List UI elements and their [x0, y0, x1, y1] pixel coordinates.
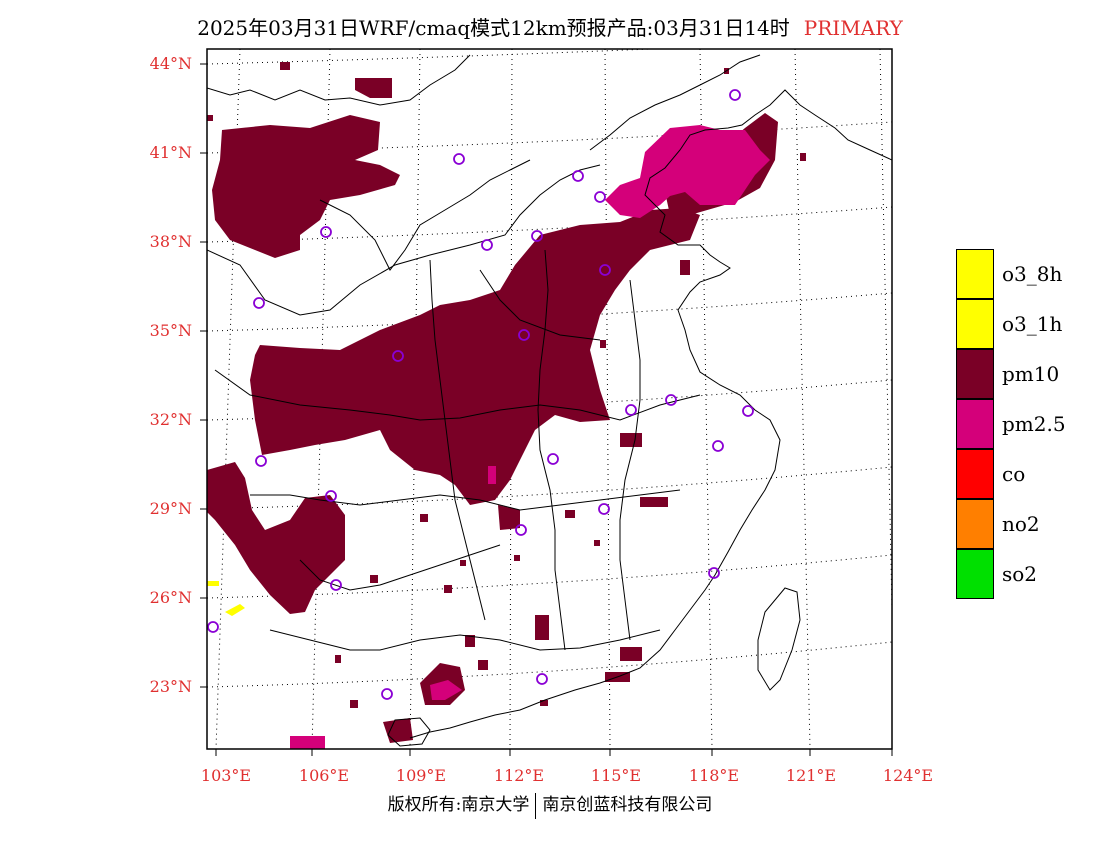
copyright-right: 南京创蓝科技有限公司: [542, 795, 713, 815]
copyright-separator: [535, 792, 537, 819]
lon-label-109: 109°E: [395, 766, 447, 785]
legend-label-pm25: pm2.5: [1002, 412, 1066, 436]
boundaries: [207, 54, 892, 747]
legend-swatch-pm10: [956, 349, 994, 399]
inner-boundary-5: [429, 259, 486, 621]
legend-swatch-no2: [956, 499, 994, 549]
legend-swatch-o3-8h: [956, 249, 994, 299]
pm10-south-coast: [383, 718, 413, 743]
lon-label-124: 124°E: [882, 766, 934, 785]
pm10-hunan: [498, 505, 520, 530]
lon-ticks: [215, 749, 893, 756]
lat-label-44: 44°N: [149, 54, 192, 73]
lat-label-23: 23°N: [149, 677, 192, 696]
inner-boundary-11: [479, 269, 601, 341]
map-frame: [206, 48, 893, 750]
legend-swatch-so2: [956, 549, 994, 599]
legend-swatch-pm25: [956, 399, 994, 449]
legend-label-co: co: [1002, 462, 1026, 486]
lon-label-106: 106°E: [298, 766, 350, 785]
lat-label-41: 41°N: [149, 143, 192, 162]
pm10-north-blob: [355, 78, 392, 98]
inner-boundary-4: [269, 629, 661, 651]
legend-label-so2: so2: [1002, 562, 1038, 586]
legend-swatch-o3-1h: [956, 299, 994, 349]
hainan: [387, 717, 431, 747]
lat-label-32: 32°N: [149, 410, 192, 429]
map-title: 2025年03月31日WRF/cmaq模式12km预报产品:03月31日14时 P…: [0, 12, 1100, 41]
lon-label-112: 112°E: [493, 766, 545, 785]
lon-label-121: 121°E: [785, 766, 837, 785]
o3-areas: [207, 581, 245, 616]
inner-boundary-3: [250, 489, 681, 511]
pm10-areas: [207, 62, 806, 743]
inner-boundary-6: [537, 249, 566, 651]
lat-label-26: 26°N: [149, 588, 192, 607]
inner-boundary-12: [207, 54, 471, 106]
inner-boundary-1: [207, 164, 601, 316]
taiwan: [757, 587, 801, 691]
title-text: 2025年03月31日WRF/cmaq模式12km预报产品:03月31日14时: [197, 16, 790, 40]
copyright-left: 版权所有:南京大学: [387, 795, 530, 815]
lat-label-29: 29°N: [149, 499, 192, 518]
station-markers: [207, 89, 754, 700]
legend-swatch-co: [956, 449, 994, 499]
inner-boundary-7: [619, 279, 641, 641]
lat-ticks: [200, 63, 207, 688]
lat-label-38: 38°N: [149, 232, 192, 251]
lon-label-118: 118°E: [688, 766, 740, 785]
lon-label-103: 103°E: [200, 766, 252, 785]
legend-label-o3-8h: o3_8h: [1002, 262, 1063, 286]
inner-boundary-8: [319, 159, 531, 271]
inner-boundary-9: [589, 54, 761, 151]
pm25-areas: [290, 125, 770, 749]
legend-label-pm10: pm10: [1002, 362, 1060, 386]
title-tag: PRIMARY: [803, 16, 903, 40]
inner-boundary-10: [299, 544, 501, 591]
legend-label-no2: no2: [1002, 512, 1040, 536]
legend-label-o3-1h: o3_1h: [1002, 312, 1063, 336]
pm10-central-plume: [250, 208, 700, 505]
pm25-guangxi: [430, 680, 462, 700]
pm10-southwest-plume: [207, 462, 345, 614]
copyright: 版权所有:南京大学 南京创蓝科技有限公司: [0, 790, 1100, 819]
coastline: [409, 89, 892, 739]
lon-label-115: 115°E: [590, 766, 642, 785]
pm25-northeast: [605, 125, 770, 218]
lat-label-35: 35°N: [149, 321, 192, 340]
inner-boundary-2: [214, 369, 701, 421]
pm10-north-plume: [212, 115, 400, 258]
